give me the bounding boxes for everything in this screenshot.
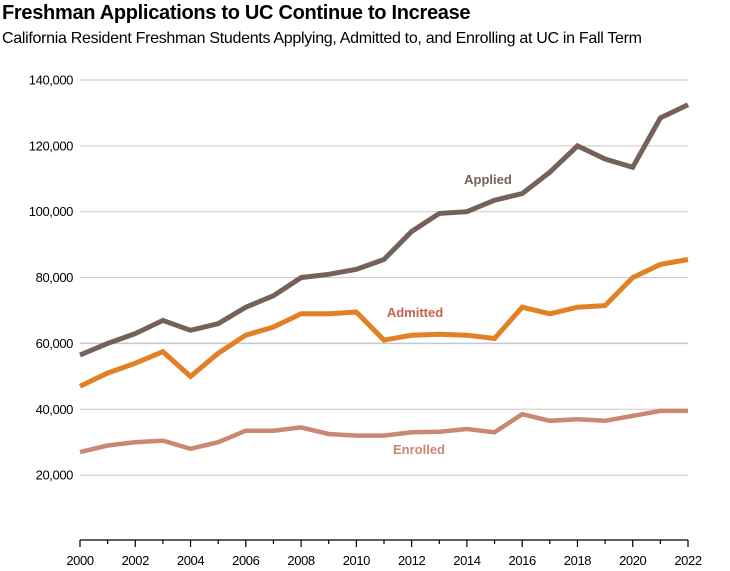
y-tick-label: 20,000	[36, 468, 74, 483]
x-tick-label: 2004	[177, 553, 204, 568]
series-lines	[78, 102, 690, 455]
x-tick-label: 2016	[509, 553, 536, 568]
x-tick-label: 2020	[619, 553, 646, 568]
series-line-admitted	[78, 257, 689, 389]
chart-subtitle: California Resident Freshman Students Ap…	[2, 30, 642, 47]
series-line-enrolled	[79, 408, 688, 455]
series-labels: Applied Admitted Enrolled	[387, 172, 512, 457]
x-tick-label: 2022	[674, 553, 701, 568]
x-tick-label: 2008	[287, 553, 314, 568]
series-label-applied: Applied	[464, 172, 512, 187]
y-axis: 20,000 40,000 60,000 80,000 100,000 120,000 14…	[29, 73, 74, 483]
series-label-admitted: Admitted	[387, 305, 443, 320]
y-tick-label: 140,000	[29, 73, 73, 88]
x-tick-label: 2018	[564, 553, 591, 568]
x-tick-label: 2000	[66, 553, 93, 568]
y-tick-label: 120,000	[29, 138, 73, 153]
series-label-enrolled: Enrolled	[393, 442, 445, 457]
x-tick-label: 2014	[453, 553, 480, 568]
y-tick-label: 80,000	[36, 270, 74, 285]
x-tick-label: 2006	[232, 553, 259, 568]
x-tick-label: 2010	[343, 553, 370, 568]
x-axis: 2000 2002 2004 2006 2008 2010 2012 2014 2016 2018…	[66, 539, 702, 568]
y-tick-label: 40,000	[36, 402, 74, 417]
y-tick-label: 100,000	[29, 204, 73, 219]
chart-title: Freshman Applications to UC Continue to …	[2, 2, 471, 24]
series-line-applied	[79, 102, 690, 358]
y-tick-label: 60,000	[36, 336, 74, 351]
x-tick-label: 2002	[122, 553, 149, 568]
gridlines	[80, 79, 688, 476]
x-tick-label: 2012	[398, 553, 425, 568]
